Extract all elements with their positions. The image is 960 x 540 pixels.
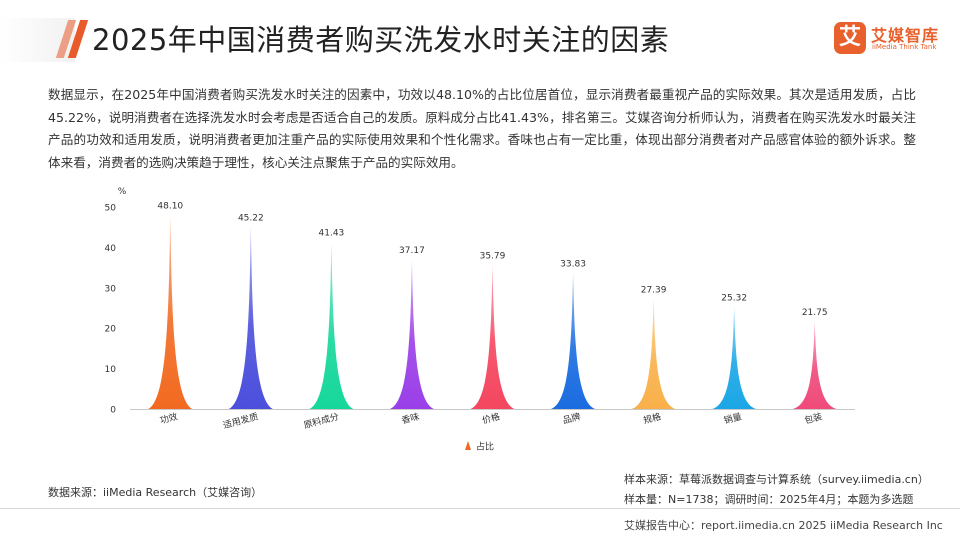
- bar-规格: [631, 298, 676, 409]
- y-tick-label: 40: [105, 244, 117, 254]
- legend-label: 占比: [476, 441, 494, 453]
- y-tick-label: 50: [105, 204, 117, 214]
- bar-适用发质: [228, 226, 273, 409]
- data-label: 45.22: [238, 213, 264, 223]
- data-label: 21.75: [802, 308, 828, 318]
- bar-包装: [792, 321, 837, 409]
- sample-notes: 样本来源：草莓派数据调查与计算系统（survey.iimedia.cn） 样本量…: [624, 470, 929, 510]
- data-label: 33.83: [560, 259, 586, 269]
- bar-原料成分: [309, 241, 354, 409]
- data-label: 25.32: [721, 294, 747, 304]
- bar-功效: [148, 214, 193, 409]
- sample-source: 样本来源：草莓派数据调查与计算系统（survey.iimedia.cn）: [624, 473, 929, 486]
- y-tick-label: 10: [105, 365, 117, 375]
- page-title: 2025年中国消费者购买洗发水时关注的因素: [92, 23, 670, 57]
- data-source: 数据来源：iiMedia Research（艾媒咨询）: [48, 486, 263, 499]
- logo-name: 艾媒智库: [871, 26, 940, 45]
- data-label: 35.79: [480, 251, 506, 261]
- data-label: 41.43: [319, 229, 345, 239]
- data-label: 48.10: [157, 202, 183, 212]
- logo-mark-icon: 艾: [834, 22, 866, 54]
- y-tick-label: 0: [110, 406, 116, 416]
- x-tick-label: 价格: [481, 410, 502, 426]
- x-tick-label: 原料成分: [302, 410, 340, 431]
- summary-paragraph: 数据显示，在2025年中国消费者购买洗发水时关注的因素中，功效以48.10%的占…: [48, 87, 916, 170]
- brand-logo: 艾 艾媒智库 iiMedia Think Tank: [834, 22, 944, 56]
- x-tick-label: 香味: [400, 410, 421, 426]
- bar-价格: [470, 264, 515, 409]
- data-label: 27.39: [641, 285, 667, 295]
- bar-品牌: [551, 272, 596, 409]
- x-tick-label: 适用发质: [222, 410, 260, 431]
- logo-subtitle: iiMedia Think Tank: [872, 43, 937, 51]
- data-label: 37.17: [399, 246, 425, 256]
- header: 2025年中国消费者购买洗发水时关注的因素 艾 艾媒智库 iiMedia Thi…: [0, 0, 960, 80]
- x-tick-label: 规格: [642, 410, 663, 426]
- bar-chart: 0 10 20 30 40 50% 48.10 功效 45.22 适用发质 41.43 原料成分 37.…: [105, 187, 855, 453]
- y-tick-label: 20: [105, 325, 117, 335]
- legend-marker: [465, 441, 471, 450]
- sample-info: 样本量：N=1738；调研时间：2025年4月；本题为多选题: [624, 493, 914, 506]
- footer-divider: [0, 508, 960, 509]
- y-unit-label: %: [118, 187, 127, 197]
- y-tick-label: 30: [105, 284, 117, 294]
- bar-销量: [712, 306, 757, 409]
- x-tick-label: 品牌: [561, 410, 582, 426]
- report-center-link[interactable]: 艾媒报告中心：report.iimedia.cn 2025 iiMedia Re…: [624, 519, 943, 532]
- x-tick-label: 功效: [159, 410, 180, 426]
- x-tick-label: 销量: [722, 410, 743, 426]
- bar-香味: [389, 258, 434, 409]
- x-tick-label: 包装: [803, 410, 824, 426]
